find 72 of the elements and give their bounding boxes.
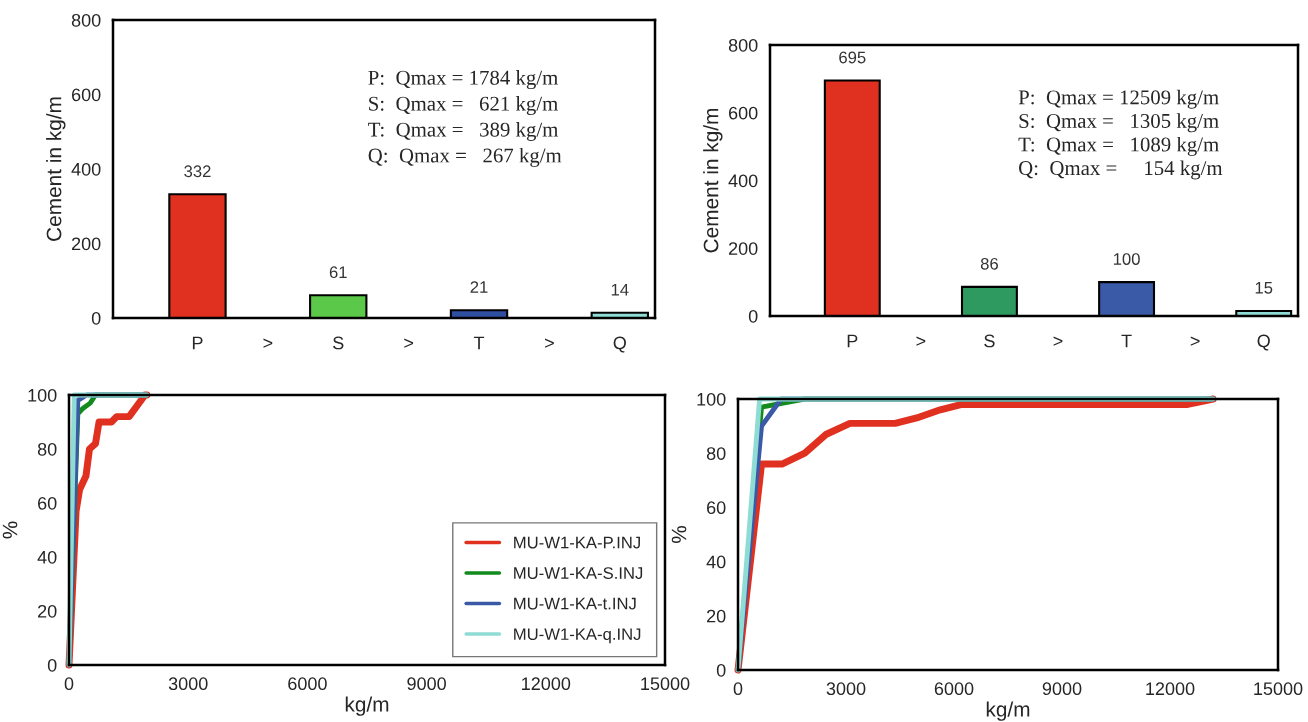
y-tick-label: 20 (38, 604, 57, 618)
y-tick-label: 0 (91, 311, 101, 325)
y-axis-title: % (2, 521, 18, 539)
y-axis-title: Cement in kg/m (46, 97, 66, 241)
x-tick-label: P (192, 336, 203, 350)
y-tick-label: 100 (697, 392, 726, 406)
y-tick-label: 400 (728, 174, 758, 188)
x-tick-label: > (916, 336, 926, 346)
data-label: 14 (611, 283, 629, 296)
y-tick-label: 0 (47, 658, 57, 672)
y-tick-label: 200 (728, 242, 758, 255)
y-tick-label: 600 (728, 106, 758, 120)
x-tick-label: 3000 (826, 682, 866, 696)
legend-label: MU-W1-KA-q.INJ (514, 628, 641, 644)
x-tick-label: S (333, 336, 344, 350)
annotation: Q: Qmax = 154 kg/m (1019, 160, 1223, 180)
x-tick-label: > (404, 338, 414, 348)
x-tick-label: 15000 (1254, 682, 1303, 696)
y-tick-label: 80 (706, 447, 726, 460)
data-label: 100 (1113, 253, 1140, 265)
x-axis-title: kg/m (345, 696, 389, 716)
x-tick-label: Q (1257, 334, 1270, 351)
y-tick-label: 0 (716, 663, 726, 677)
annotation: P: Qmax = 12509 kg/m (1018, 89, 1219, 109)
legend-label: MU-W1-KA-P.INJ (514, 536, 640, 549)
annotation: T: Qmax = 389 kg/m (368, 121, 559, 141)
y-tick-label: 40 (37, 550, 57, 564)
data-label: 61 (329, 266, 347, 279)
y-tick-label: 60 (707, 501, 726, 515)
data-label: 86 (980, 257, 998, 270)
y-tick-label: 800 (71, 13, 101, 27)
data-label: 21 (470, 281, 488, 293)
y-tick-label: 40 (706, 555, 726, 569)
x-tick-label: 6000 (288, 677, 327, 691)
x-tick-label: 12000 (1146, 682, 1195, 696)
data-label: 695 (839, 51, 866, 64)
y-tick-label: 800 (728, 38, 758, 52)
x-tick-label: > (1053, 336, 1063, 346)
y-tick-label: 100 (28, 388, 57, 402)
x-tick-label: Q (613, 336, 626, 353)
y-tick-label: 400 (71, 162, 101, 176)
x-tick-label: T (1121, 334, 1132, 348)
annotation: Q: Qmax = 267 kg/m (368, 147, 562, 167)
y-tick-label: 60 (38, 496, 57, 510)
y-tick-label: 0 (748, 309, 758, 323)
annotation: S: Qmax = 1305 kg/m (1019, 113, 1219, 133)
y-axis-title: Cement in kg/m (703, 108, 723, 253)
annotation: P: Qmax = 1784 kg/m (368, 70, 558, 90)
y-tick-label: 80 (37, 442, 57, 456)
x-tick-label: > (545, 338, 554, 348)
annotation: S: Qmax = 621 kg/m (369, 96, 558, 115)
y-tick-label: 600 (71, 88, 101, 102)
x-tick-label: 12000 (522, 677, 571, 691)
x-tick-label: P (847, 334, 858, 348)
x-axis-title: kg/m (986, 701, 1030, 721)
data-label: 332 (184, 165, 211, 178)
x-tick-label: S (984, 334, 995, 348)
legend-label: MU-W1-KA-S.INJ (514, 567, 643, 579)
x-tick-label: > (263, 338, 273, 348)
x-tick-label: 9000 (1042, 682, 1082, 696)
legend-label: MU-W1-KA-t.INJ (514, 597, 636, 610)
data-label: 15 (1255, 282, 1273, 294)
y-tick-label: 200 (71, 237, 101, 251)
x-tick-label: 3000 (168, 677, 208, 691)
x-tick-label: 15000 (641, 677, 690, 691)
y-axis-title: % (671, 525, 687, 544)
annotation: T: Qmax = 1089 kg/m (1018, 136, 1219, 156)
x-tick-label: > (1190, 336, 1200, 346)
x-tick-label: T (473, 336, 485, 350)
x-tick-label: 6000 (934, 682, 974, 696)
y-tick-label: 20 (707, 609, 726, 623)
x-tick-label: 9000 (407, 677, 446, 691)
